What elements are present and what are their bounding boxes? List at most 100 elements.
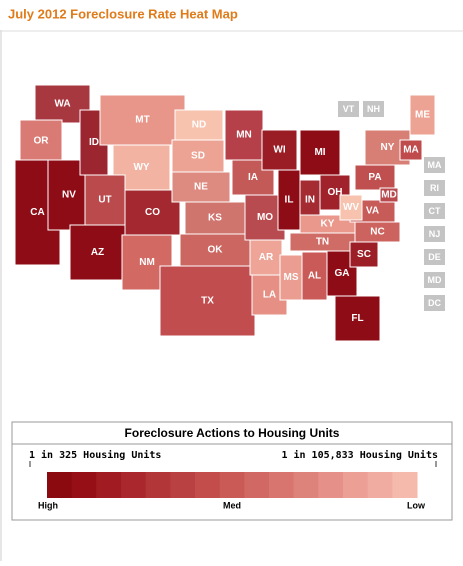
legend-title: Foreclosure Actions to Housing Units <box>125 426 340 440</box>
state-label: MN <box>236 130 252 141</box>
state <box>379 187 399 203</box>
scale-swatch <box>170 472 196 498</box>
state-label: AZ <box>91 247 104 258</box>
scale-swatch <box>343 472 369 498</box>
scale-swatch <box>219 472 245 498</box>
state-label: MA <box>403 145 419 156</box>
state-label: UT <box>98 195 111 206</box>
state-label: SC <box>357 249 371 260</box>
state-label: IL <box>285 195 294 206</box>
state <box>99 94 186 146</box>
title: July 2012 Foreclosure Rate Heat Map <box>8 6 238 21</box>
small-state-label: MA <box>428 160 442 170</box>
small-state-label: MD <box>428 275 442 285</box>
scale-swatch <box>392 472 418 498</box>
state-label: MD <box>381 190 397 201</box>
legend-low: Low <box>407 500 426 510</box>
small-state-label: DC <box>428 298 441 308</box>
state <box>339 194 363 221</box>
state <box>249 239 283 276</box>
state-label: MT <box>135 115 149 126</box>
small-state-label: VT <box>343 104 355 114</box>
state-label: NC <box>370 227 384 238</box>
state-label: NE <box>194 182 208 193</box>
small-state-box <box>424 180 445 196</box>
small-state-label: CT <box>429 206 441 216</box>
state-label: PA <box>368 172 381 183</box>
legend: Foreclosure Actions to Housing Units 1 i… <box>11 421 453 521</box>
state-label: AR <box>259 252 274 263</box>
small-state-box <box>424 295 445 311</box>
state <box>171 171 231 203</box>
small-state-box <box>424 249 445 265</box>
state-label: LA <box>263 290 276 301</box>
state-label: WI <box>273 145 285 156</box>
scale-swatch <box>244 472 270 498</box>
state-label: MO <box>257 212 273 223</box>
state-label: WA <box>54 99 70 110</box>
state-label: GA <box>335 268 350 279</box>
state-label: TN <box>316 237 329 248</box>
state-label: OK <box>208 245 224 256</box>
scale-swatch <box>367 472 393 498</box>
legend-high: High <box>38 500 58 510</box>
state <box>159 265 256 337</box>
state-label: NM <box>139 257 155 268</box>
scale-swatch <box>96 472 122 498</box>
scale-swatch <box>71 472 97 498</box>
legend-right-label: 1 in 105,833 Housing Units <box>281 449 438 461</box>
scale-swatch <box>47 472 73 498</box>
state-label: FL <box>351 313 363 324</box>
small-state-box <box>424 272 445 288</box>
small-state-box <box>424 203 445 219</box>
state-label: AL <box>308 271 321 282</box>
small-state-label: NH <box>367 104 380 114</box>
state <box>124 189 181 236</box>
state <box>184 201 246 235</box>
state-label: NY <box>381 142 395 153</box>
state <box>179 233 251 267</box>
scale-swatch <box>195 472 221 498</box>
state <box>334 295 381 342</box>
state <box>409 94 436 136</box>
state <box>69 224 126 281</box>
legend-box <box>11 421 453 521</box>
state-label: ID <box>89 137 99 148</box>
state <box>301 251 328 301</box>
state-label: CA <box>30 207 44 218</box>
small-state-box <box>424 157 445 173</box>
state-label: ND <box>192 120 206 131</box>
state-label: ME <box>415 110 430 121</box>
state-label: IN <box>305 195 315 206</box>
small-state-box <box>338 101 359 117</box>
state-label: SD <box>191 151 205 162</box>
state <box>224 109 264 161</box>
small-state-box <box>363 101 384 117</box>
state-label: OH <box>328 187 343 198</box>
state-label: OR <box>34 136 50 147</box>
state-label: VA <box>366 206 379 217</box>
state-label: NV <box>62 190 76 201</box>
state-label: MI <box>314 147 325 158</box>
scale-swatch <box>145 472 171 498</box>
state-label: TX <box>201 296 214 307</box>
map: WA OR CA NV ID MT WY UT AZ CO NM ND SD NE KS OK TX MN IA MO… <box>14 84 445 342</box>
state-label: KY <box>321 219 335 230</box>
state <box>171 139 225 173</box>
scale-swatch <box>269 472 295 498</box>
small-state-label: NJ <box>429 229 441 239</box>
scale-swatch <box>293 472 319 498</box>
state <box>399 139 423 161</box>
legend-med: Med <box>223 500 241 510</box>
scale-swatch <box>121 472 147 498</box>
small-state-label: RI <box>430 183 439 193</box>
legend-left-label: 1 in 325 Housing Units <box>29 449 161 461</box>
state <box>174 109 224 141</box>
small-state-box <box>424 226 445 242</box>
state-label: IA <box>248 172 258 183</box>
state-label: MS <box>284 272 299 283</box>
small-state-label: DE <box>428 252 441 262</box>
state-label: CO <box>145 207 160 218</box>
state-label: KS <box>208 213 222 224</box>
